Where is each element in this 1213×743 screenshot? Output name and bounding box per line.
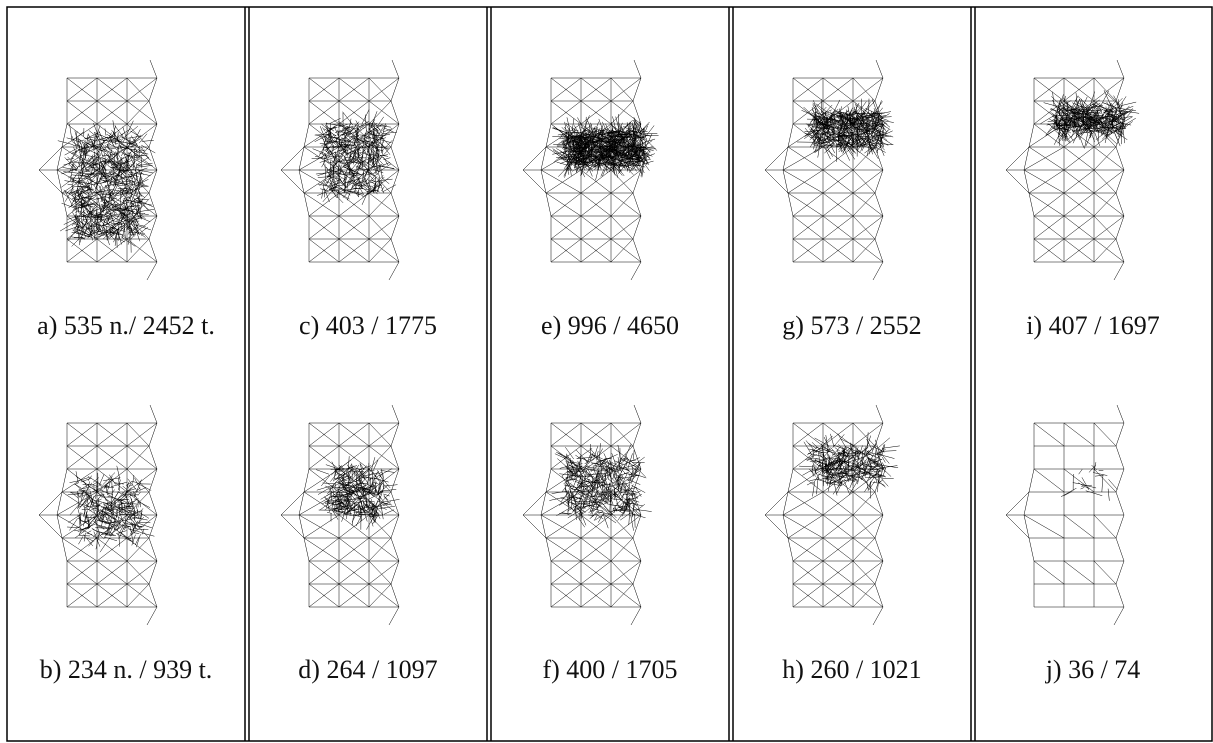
mesh [523,405,652,625]
mesh [39,405,157,625]
caption: b) 234 n. / 939 t. [40,655,213,684]
caption: d) 264 / 1097 [298,655,437,684]
border [7,7,1212,741]
caption: a) 535 n./ 2452 t. [37,311,215,340]
caption: e) 996 / 4650 [541,311,679,340]
mesh [281,405,399,625]
caption: g) 573 / 2552 [782,311,921,340]
figure: a) 535 n./ 2452 t. b) 234 n. / 939 t. c) 4… [0,0,1213,743]
mesh [523,60,659,280]
caption: i) 407 / 1697 [1026,311,1160,340]
mesh [765,60,894,280]
mesh [1006,405,1124,625]
caption: j) 36 / 74 [1045,655,1141,684]
mesh [281,60,399,280]
mesh [39,60,157,280]
caption: f) 400 / 1705 [542,655,677,684]
mesh [765,405,900,625]
mesh [1006,60,1139,280]
caption: h) 260 / 1021 [782,655,921,684]
caption: c) 403 / 1775 [299,311,437,340]
